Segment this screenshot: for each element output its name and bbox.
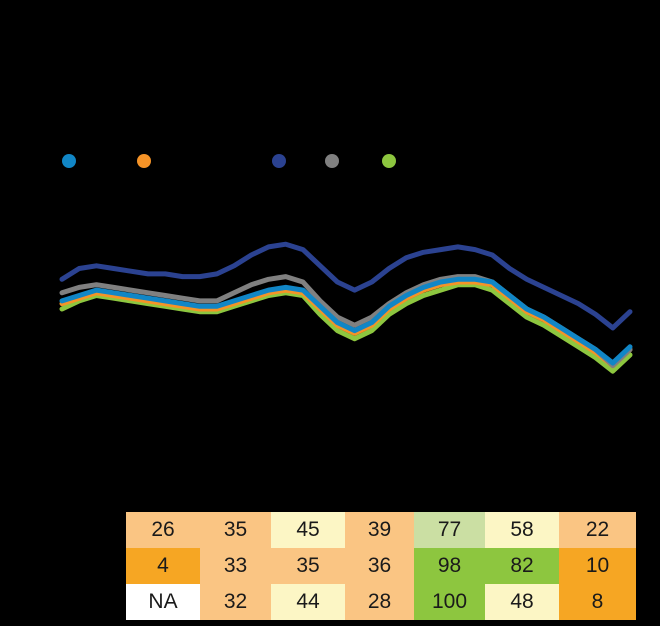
table-cell: 45 <box>271 512 345 548</box>
table-row-2: 4 33 35 36 98 82 10 <box>126 548 636 584</box>
chart-line-green <box>59 282 633 374</box>
table-cell: 33 <box>200 548 271 584</box>
table-cell: 48 <box>485 584 559 620</box>
chart-legend <box>0 148 660 174</box>
series-navy-legend-dot-icon <box>272 154 286 168</box>
table-row-3: NA 32 44 28 100 48 8 <box>126 584 636 620</box>
table-cell: 82 <box>485 548 559 584</box>
legend-item-series-gray[interactable] <box>325 148 346 174</box>
series-green-legend-dot-icon <box>382 154 396 168</box>
legend-item-series-orange[interactable] <box>137 148 158 174</box>
chart-line-blue <box>59 276 633 366</box>
table-cell: 35 <box>271 548 345 584</box>
table-cell: 44 <box>271 584 345 620</box>
table-cell: 36 <box>345 548 414 584</box>
table-cell: 28 <box>345 584 414 620</box>
line-chart <box>0 190 660 490</box>
legend-item-series-navy[interactable] <box>272 148 293 174</box>
table-cell: 98 <box>414 548 485 584</box>
data-table: 26 35 45 39 77 58 22 4 33 35 36 98 82 10 NA 32 44 28 100 48… <box>126 512 636 620</box>
table-row-1: 26 35 45 39 77 58 22 <box>126 512 636 548</box>
table-cell: 77 <box>414 512 485 548</box>
table-cell: 100 <box>414 584 485 620</box>
table-cell: 4 <box>126 548 200 584</box>
table-cell: 39 <box>345 512 414 548</box>
table-cell: 22 <box>559 512 636 548</box>
table-cell: 32 <box>200 584 271 620</box>
data-table-container: 26 35 45 39 77 58 22 4 33 35 36 98 82 10 NA 32 44 28 100 48… <box>126 512 636 622</box>
table-cell: 8 <box>559 584 636 620</box>
series-gray-legend-dot-icon <box>325 154 339 168</box>
legend-item-series-blue[interactable] <box>62 148 83 174</box>
series-blue-legend-dot-icon <box>62 154 76 168</box>
table-cell: 35 <box>200 512 271 548</box>
table-cell: 26 <box>126 512 200 548</box>
legend-item-series-green[interactable] <box>382 148 403 174</box>
series-orange-legend-dot-icon <box>137 154 151 168</box>
line-chart-svg <box>59 241 633 374</box>
table-cell: 10 <box>559 548 636 584</box>
table-cell: NA <box>126 584 200 620</box>
chart-line-navy <box>59 241 633 331</box>
table-cell: 58 <box>485 512 559 548</box>
